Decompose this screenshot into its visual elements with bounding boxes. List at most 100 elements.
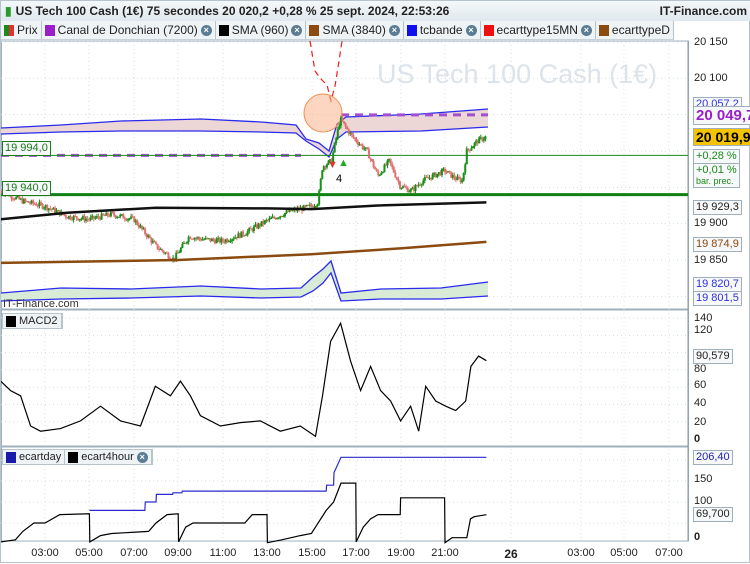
candle [279,216,282,218]
close-icon[interactable]: × [388,24,400,36]
candle [361,144,364,149]
candle [315,206,318,208]
candle [125,219,128,221]
legend-item[interactable]: tcbande × [404,21,481,39]
y-tick: 140 [694,312,713,324]
x-tick: 03:00 [31,547,59,559]
legend-item[interactable]: ecarttype15MN × [481,21,596,39]
candle [220,238,223,243]
candle [44,205,47,208]
last-price-label: 20 019,9 [693,128,750,146]
candle [19,198,22,200]
x-tick: 07:00 [655,547,683,559]
candle [201,239,204,241]
y-tick: 20 150 [694,36,728,48]
candle [254,224,257,227]
ecart4hour-legend-label: ecart4hour [81,451,134,463]
candle [360,144,363,146]
candle [366,147,369,150]
candle [364,147,367,149]
x-tick: 11:00 [209,547,237,559]
y-tick: 40 [694,397,707,409]
candle [319,178,322,191]
candle [161,248,164,251]
candle [245,234,248,236]
candle [69,215,72,220]
close-icon[interactable]: × [580,24,592,36]
candle [148,235,151,239]
candle [162,250,165,254]
legend-item[interactable]: SMA (3840) × [306,21,404,39]
close-icon[interactable]: × [291,24,303,36]
candle [86,218,89,220]
sma3840-label: 19 874,9 [693,237,742,252]
candle [327,160,330,165]
candle [269,217,272,219]
y-tick: 0 [694,433,701,445]
candle [461,180,464,183]
panel-frame [1,309,689,447]
candle [229,241,232,243]
candle [63,214,66,216]
candle [274,217,277,220]
tcbande-upper-upper [1,108,489,153]
candle [75,216,78,219]
candle [165,252,168,254]
candle [273,216,276,218]
ecartday-line [89,456,487,511]
candle [416,185,419,187]
annotation-count: 4 [336,173,343,185]
candle [77,218,80,221]
candle [21,198,24,204]
candle [109,212,112,217]
candle [484,136,487,140]
candle [330,159,333,163]
candle [372,160,375,168]
candle [464,164,467,173]
legend-item[interactable]: SMA (960) × [216,21,307,39]
candle [130,216,133,219]
candle [103,215,106,217]
candle [479,137,482,139]
candle [288,208,291,212]
legend-item[interactable]: Canal de Donchian (7200) × [42,21,216,39]
candle [72,215,75,220]
arrow-up-green-icon: ▲ [338,157,349,169]
candle [94,217,97,219]
candle [27,201,30,203]
legend-item[interactable]: ecarttypeD [596,21,674,39]
candle [134,220,137,223]
candle [259,223,262,227]
close-icon[interactable]: × [136,451,148,463]
close-icon[interactable]: × [200,24,212,36]
legend-swatch [218,24,229,36]
candle [159,248,162,250]
candle [276,217,279,220]
candle [468,149,471,151]
ecartday-swatch [6,451,16,463]
candle [262,221,265,224]
candle [78,219,81,221]
close-icon[interactable]: × [465,24,477,36]
candle [346,126,349,129]
tcbande-upper-lower [1,126,489,159]
candle [322,166,325,171]
candle [120,214,123,216]
candle [467,148,470,150]
candle [145,233,148,238]
candle [462,172,465,181]
y-tick: 60 [694,379,707,391]
candle [223,241,226,243]
candle [325,164,328,168]
candle [181,243,184,248]
candle [305,205,308,207]
candle [248,228,251,232]
candle [353,137,356,139]
legend-item[interactable]: Prix [1,21,42,39]
x-tick: 13:00 [253,547,281,559]
arrow-down-red-icon: ▼ [327,159,338,171]
title-bar: ▮ US Tech 100 Cash (1€) 75 secondes 20 0… [1,1,750,21]
candle [95,216,98,218]
candle [122,214,125,219]
